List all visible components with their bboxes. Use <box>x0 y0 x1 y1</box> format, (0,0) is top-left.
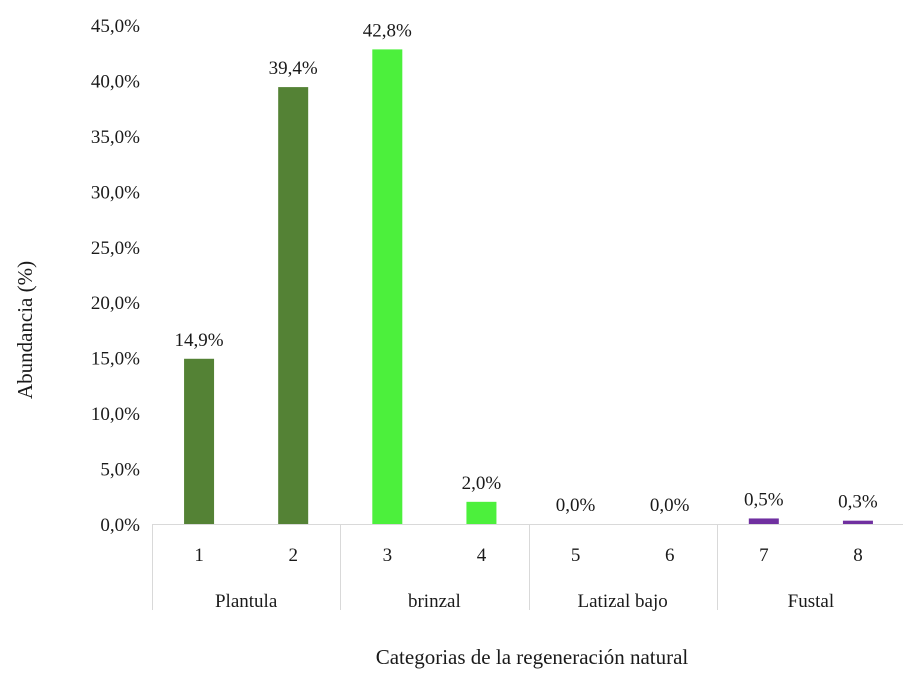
x-tick-label: 5 <box>571 545 581 566</box>
y-axis-title: Abundancia (%) <box>13 261 37 399</box>
data-labels: 14,9% 39,4% 42,8% 2,0% 0,0% 0,0% 0,5% 0,3% <box>175 20 878 516</box>
group-label: Fustal <box>788 591 834 612</box>
data-label: 0,0% <box>650 495 690 516</box>
y-tick-label: 10,0% <box>91 404 140 425</box>
y-tick-label: 40,0% <box>91 71 140 92</box>
x-tick-label: 7 <box>759 545 769 566</box>
data-label: 42,8% <box>363 20 412 41</box>
group-label: Latizal bajo <box>578 591 668 612</box>
y-tick-label: 20,0% <box>91 293 140 314</box>
y-tick-label: 5,0% <box>100 460 140 481</box>
bar <box>184 358 215 524</box>
data-label: 0,3% <box>838 492 878 513</box>
bar <box>372 49 403 524</box>
bar <box>466 501 497 524</box>
x-tick-label: 3 <box>383 545 393 566</box>
bar <box>842 520 873 524</box>
x-axis-title: Categorias de la regeneración natural <box>376 645 689 669</box>
data-label: 14,9% <box>175 330 224 351</box>
y-axis: 0,0% 5,0% 10,0% 15,0% 20,0% 25,0% 30,0% 35,0% 40… <box>91 16 140 536</box>
y-tick-label: 35,0% <box>91 127 140 148</box>
group-label: brinzal <box>408 591 461 612</box>
x-tick-label: 4 <box>477 545 487 566</box>
y-tick-label: 25,0% <box>91 238 140 259</box>
y-tick-label: 45,0% <box>91 16 140 37</box>
bar <box>748 518 779 524</box>
x-axis: 1 2 3 4 5 6 7 8 Plantula brinzal Latizal bajo Fusta… <box>152 524 903 612</box>
bars <box>184 49 873 524</box>
y-tick-label: 15,0% <box>91 349 140 370</box>
data-label: 2,0% <box>462 473 502 494</box>
x-tick-label: 8 <box>853 545 863 566</box>
bar <box>278 87 309 524</box>
data-label: 39,4% <box>269 58 318 79</box>
y-tick-label: 0,0% <box>100 515 140 536</box>
x-tick-label: 2 <box>288 545 298 566</box>
y-tick-label: 30,0% <box>91 182 140 203</box>
x-tick-label: 6 <box>665 545 675 566</box>
group-label: Plantula <box>215 591 278 612</box>
x-tick-label: 1 <box>194 545 204 566</box>
data-label: 0,5% <box>744 489 784 510</box>
data-label: 0,0% <box>556 495 596 516</box>
